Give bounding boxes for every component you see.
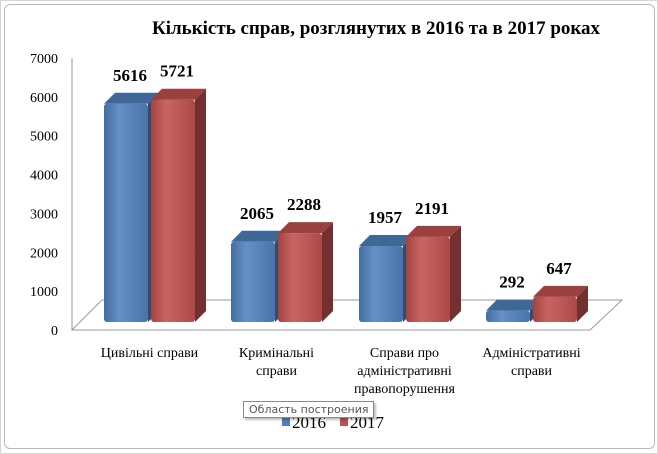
category-label: Цивільні справи xyxy=(101,346,199,361)
bar-2016-3 xyxy=(486,299,541,322)
legend-swatch-2017 xyxy=(340,418,348,426)
category-label-line: справи xyxy=(511,364,553,379)
y-tick-label: 1000 xyxy=(30,285,58,300)
y-tick-label: 0 xyxy=(51,324,58,339)
bar-side xyxy=(450,225,461,322)
bar-side xyxy=(322,222,333,322)
bar-front xyxy=(533,296,577,322)
bar-2016-0 xyxy=(104,92,159,322)
bar-top xyxy=(533,285,588,297)
y-tick-label: 2000 xyxy=(30,246,58,261)
data-label: 5721 xyxy=(160,62,194,81)
bar-top xyxy=(104,92,159,104)
bar-top xyxy=(278,222,333,234)
bar-top xyxy=(406,225,461,237)
y-tick-label: 3000 xyxy=(30,207,58,222)
y-tick-label: 5000 xyxy=(30,130,58,145)
bar-2017-1 xyxy=(278,222,333,322)
bar-top xyxy=(359,234,414,246)
bar-front xyxy=(231,241,275,322)
category-label-line: Кримінальні xyxy=(239,346,314,361)
bar-2017-2 xyxy=(406,225,461,322)
data-label: 5616 xyxy=(113,66,147,85)
bar-2017-0 xyxy=(151,88,206,322)
bar-side xyxy=(577,285,588,322)
legend-swatch-2016 xyxy=(282,418,290,426)
y-tick-label: 4000 xyxy=(30,169,58,184)
bar-top xyxy=(151,88,206,100)
bar-front xyxy=(359,245,403,322)
chart-title: Кількість справ, розглянутих в 2016 та в… xyxy=(152,18,601,39)
category-label: Кримінальні справи xyxy=(239,346,314,379)
data-label: 1957 xyxy=(368,208,403,227)
bar-front xyxy=(151,99,195,322)
bar-front xyxy=(278,233,322,322)
category-label-line: адміністративні xyxy=(357,364,452,379)
bar-top xyxy=(486,299,541,311)
y-tick-label: 6000 xyxy=(30,91,58,106)
floor xyxy=(70,299,624,331)
category-label-line: Цивільні справи xyxy=(101,346,199,361)
category-label-line: Справи про xyxy=(370,346,439,361)
category-label-line: Адміністративні xyxy=(482,346,580,361)
bar-top xyxy=(231,230,286,242)
data-label: 647 xyxy=(546,259,572,278)
data-label: 2288 xyxy=(287,195,321,214)
bar-front xyxy=(486,310,530,322)
bar-2016-1 xyxy=(231,230,286,322)
category-label: Адміністративні справи xyxy=(482,346,580,379)
y-tick-label: 7000 xyxy=(30,52,58,67)
tooltip: Область построения xyxy=(243,401,375,418)
bar-side xyxy=(195,88,206,322)
data-label: 2065 xyxy=(240,204,274,223)
bar-front xyxy=(406,236,450,322)
bar-front xyxy=(104,103,148,322)
bar-2017-3 xyxy=(533,285,588,322)
category-label-line: справи xyxy=(256,364,298,379)
category-label: Справи про адміністративні правопорушення xyxy=(354,346,456,397)
data-label: 2191 xyxy=(415,199,449,218)
data-label: 292 xyxy=(499,273,525,292)
category-label-line: правопорушення xyxy=(354,382,456,397)
bar-2016-2 xyxy=(359,234,414,322)
